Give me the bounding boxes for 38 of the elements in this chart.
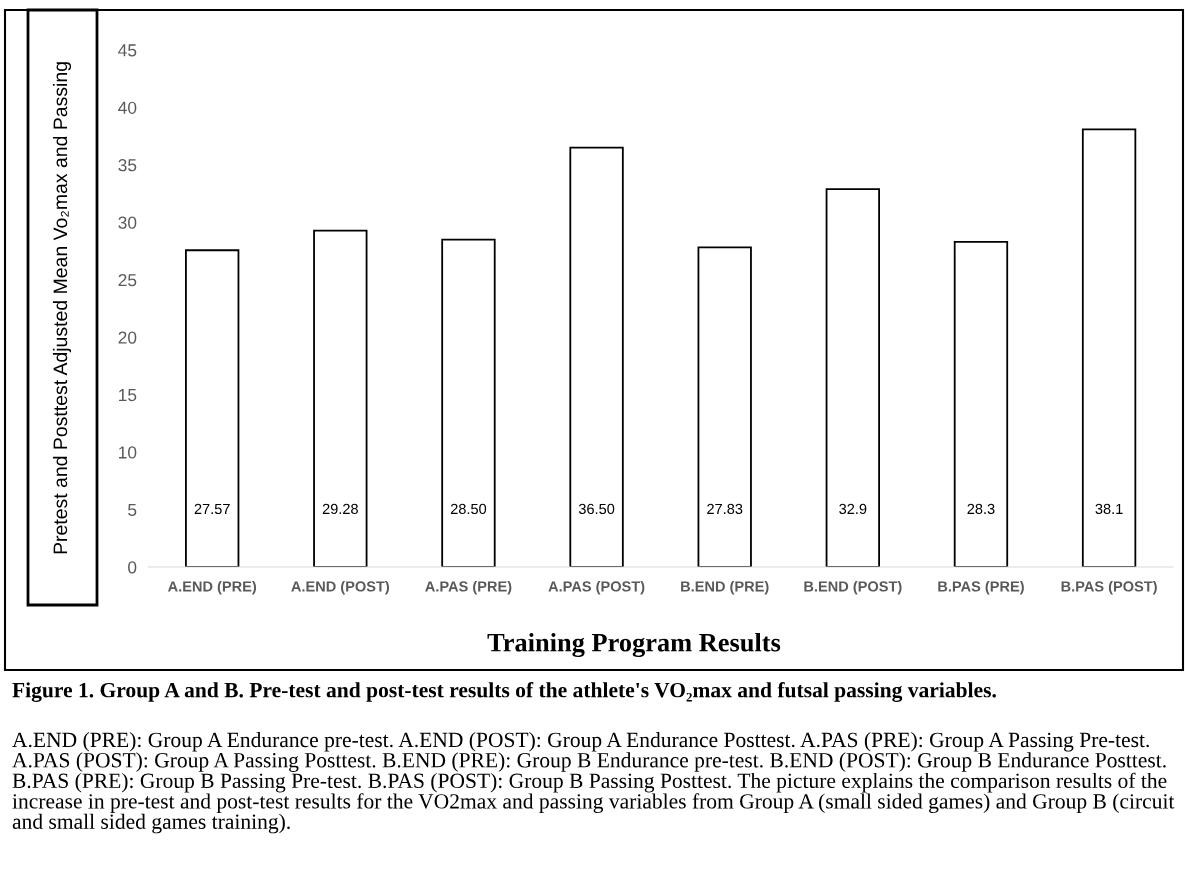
data-label: 29.28 bbox=[322, 503, 358, 515]
bar bbox=[569, 146, 624, 568]
y-axis-title: Pretest and Posttest Adjusted Mean Vo₂max and Passing bbox=[52, 62, 72, 554]
y-tick-label: 45 bbox=[118, 44, 137, 57]
bar bbox=[953, 240, 1009, 568]
y-tick-label: 20 bbox=[118, 331, 137, 344]
text: Training Program Results bbox=[487, 632, 781, 658]
y-tick-label: 30 bbox=[118, 216, 137, 229]
y-tick-label: 5 bbox=[128, 503, 137, 517]
data-label: 32.9 bbox=[839, 503, 867, 515]
y-tick-label: 25 bbox=[118, 273, 137, 287]
bar bbox=[441, 238, 496, 568]
x-tick-label: B.END (PRE) bbox=[681, 580, 769, 595]
caption: Figure 1. Group A and B. Pre-test and post-test results of the athlete's VO₂max and futsal passing variables. bbox=[12, 682, 996, 702]
y-tick-label: 15 bbox=[119, 389, 137, 402]
data-label: 27.57 bbox=[194, 503, 230, 515]
x-tick-label: A.PAS (POST) bbox=[548, 580, 645, 595]
y-tick-label: 10 bbox=[119, 446, 137, 459]
bar bbox=[185, 249, 240, 568]
data-label: 28.3 bbox=[967, 503, 995, 515]
data-label: 38.1 bbox=[1095, 503, 1123, 515]
x-tick-label: A.END (POST) bbox=[291, 580, 390, 595]
x-tick-label: B.PAS (POST) bbox=[1061, 580, 1157, 595]
y-tick-label: 0 bbox=[128, 561, 137, 574]
y-tick-label: 40 bbox=[118, 101, 137, 114]
bar bbox=[1081, 128, 1137, 568]
text: A.END (PRE): Group A Endurance pre-test. A.END (POST): Group A Endurance Posttest. A.PAS (PRE): Group A Passing Pre-test. A.PAS (POST): Group A Passing Posttest. B.END (PRE): Group B Endurance pre-test. B.END (POST): Group B Endurance Posttest. B.PAS (PRE): Group B Passing Pre-test. B.PAS (POST): Group B Passing Posttest. The picture explains the comparison results of the increase in pre-test and post-test results for the VO2max and passing variables from Group A (small sided games) and Group B (circuit and small sided games training). bbox=[12, 732, 1175, 834]
bar bbox=[697, 246, 752, 568]
x-tick-label: B.END (POST) bbox=[804, 580, 902, 595]
x-tick-label: A.PAS (PRE) bbox=[425, 580, 512, 595]
x-tick-label: A.END (PRE) bbox=[167, 580, 257, 595]
data-label: 36.50 bbox=[578, 503, 615, 515]
x-tick-label: B.PAS (PRE) bbox=[938, 580, 1024, 595]
bar bbox=[825, 188, 881, 568]
y-tick-label: 35 bbox=[118, 159, 137, 172]
data-label: 28.50 bbox=[450, 503, 487, 515]
data-label: 27.83 bbox=[707, 503, 743, 515]
bar bbox=[313, 229, 368, 568]
